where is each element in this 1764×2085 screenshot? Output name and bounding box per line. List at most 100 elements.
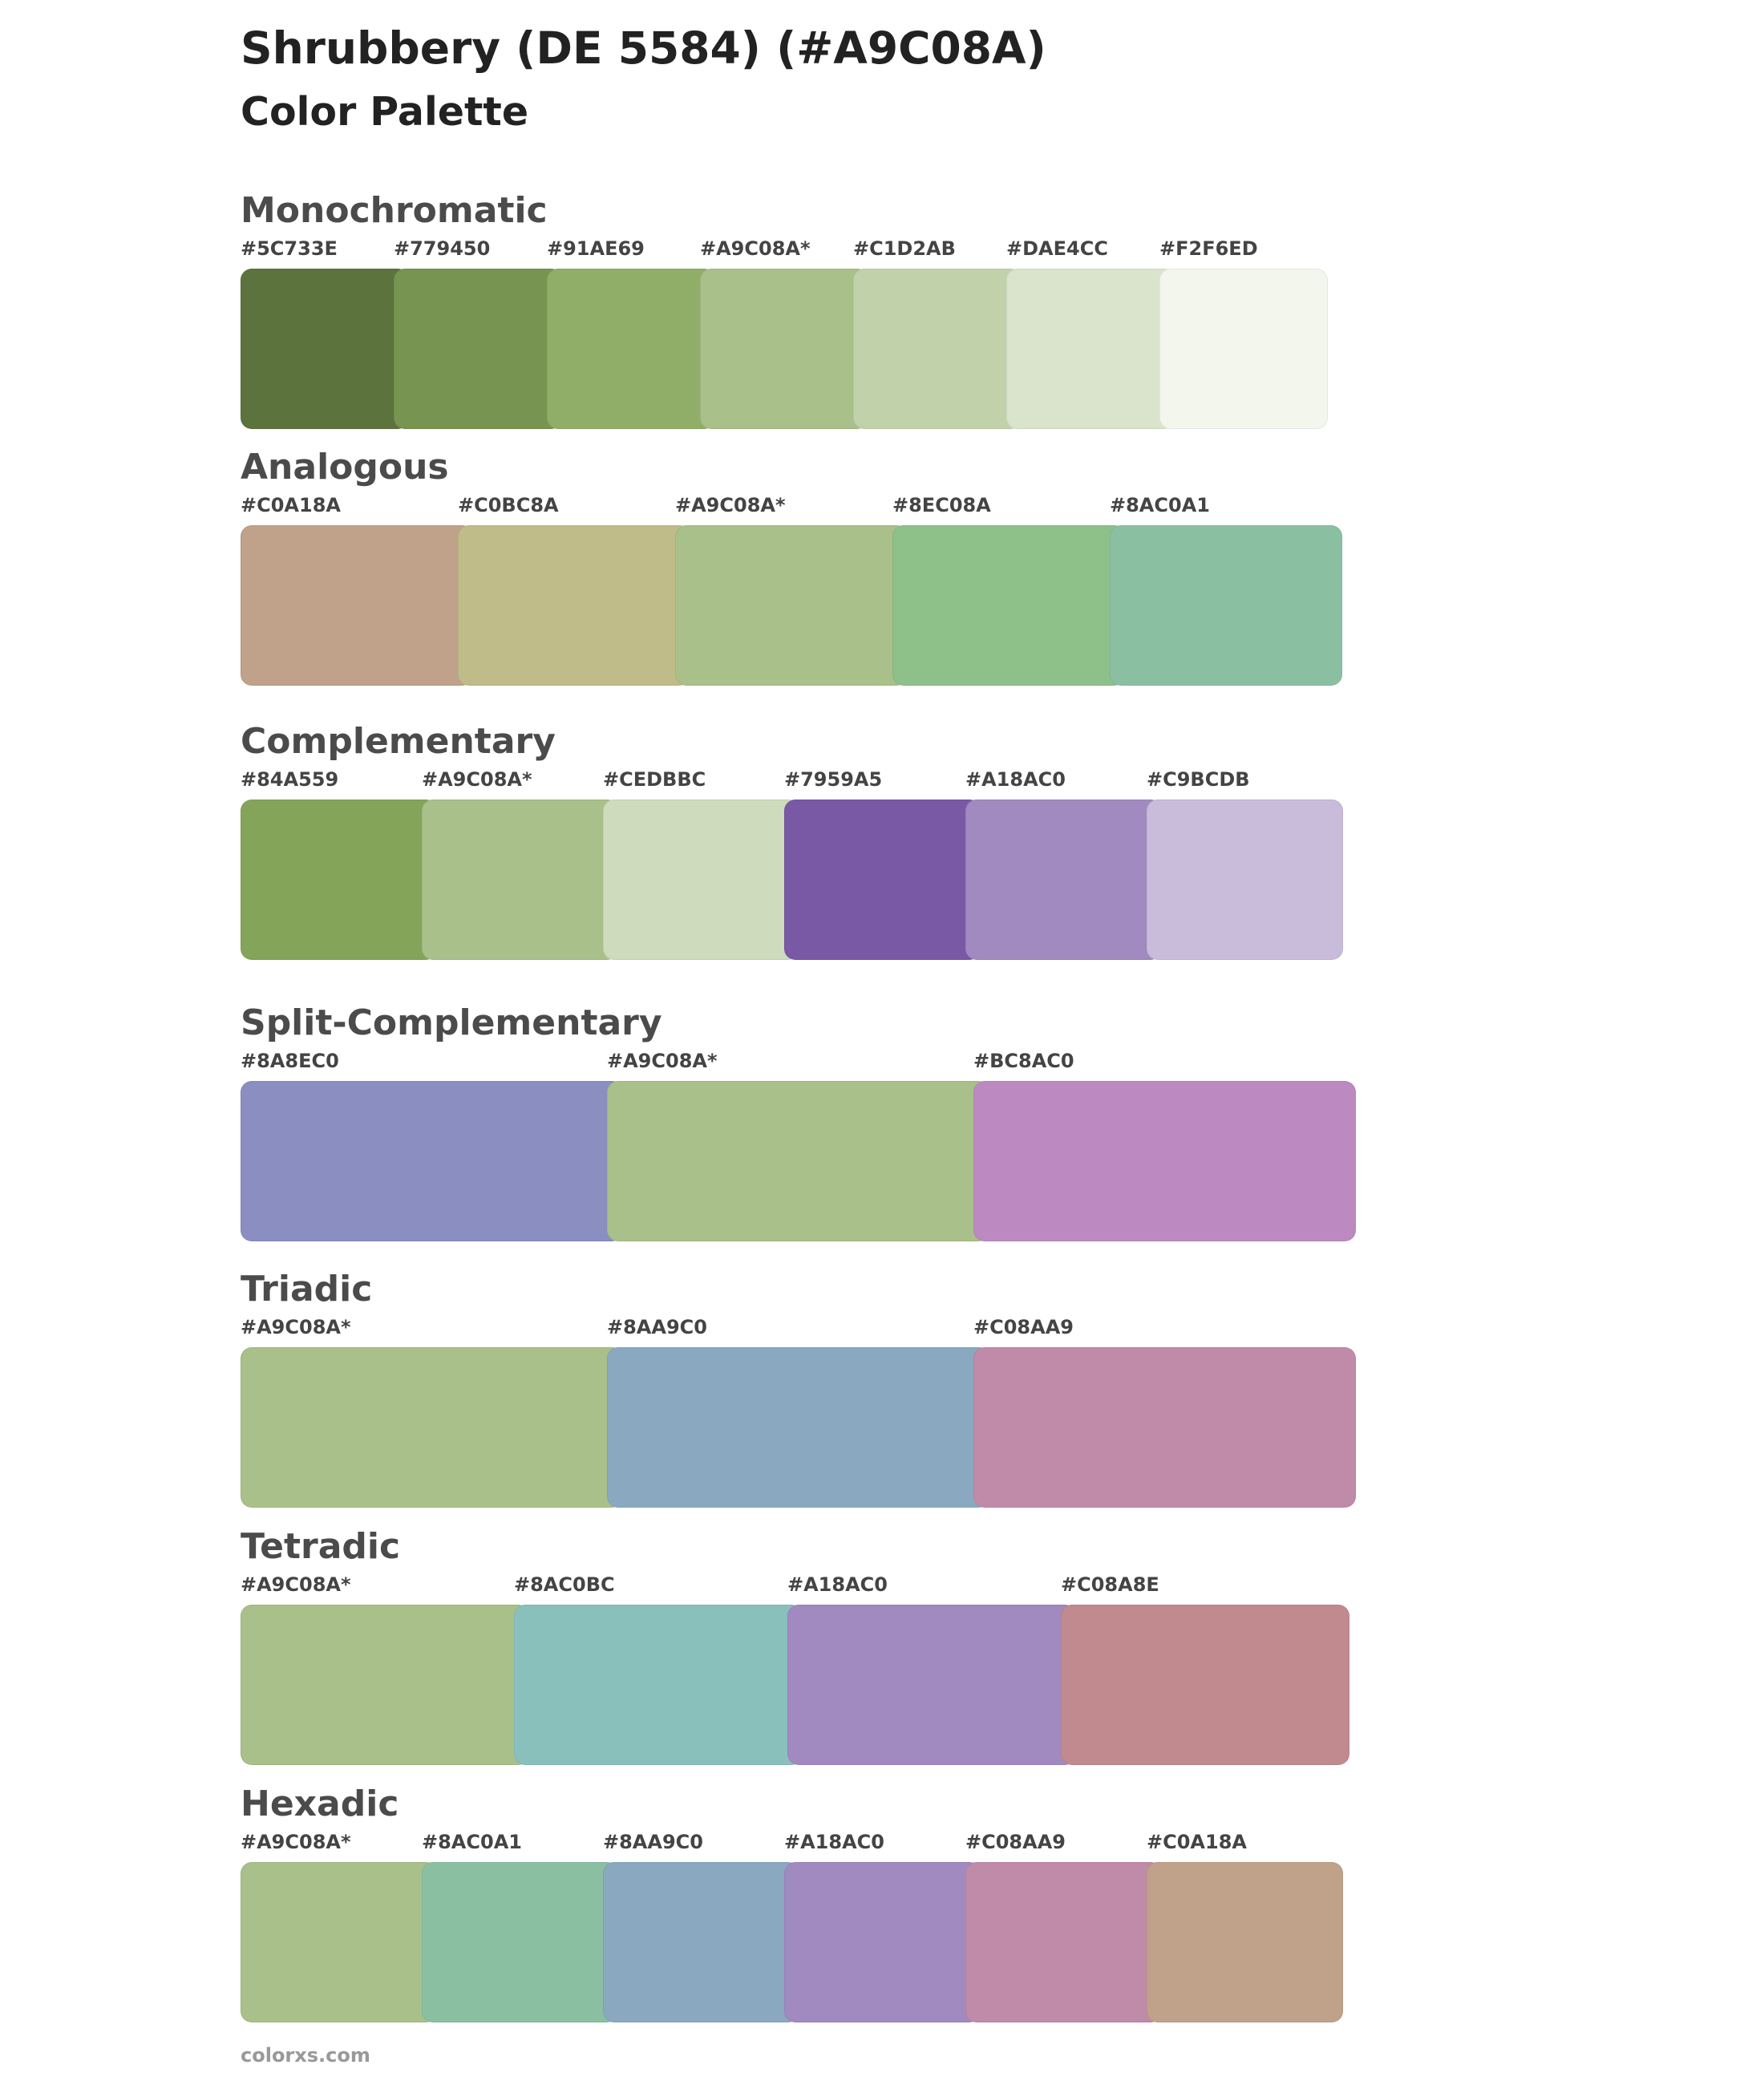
color-swatch[interactable]: #A9C08A* (700, 237, 868, 445)
swatch-hex-label: #C08AA9 (973, 1316, 1074, 1338)
color-swatch[interactable]: #91AE69 (547, 237, 715, 445)
swatch-color-block[interactable] (1159, 269, 1328, 429)
swatch-hex-label: #8AC0A1 (422, 1831, 522, 1853)
color-swatch[interactable]: #A9C08A* (607, 1049, 989, 1257)
color-swatch[interactable]: #C0A18A (241, 493, 473, 702)
section-title: Triadic (241, 1269, 373, 1310)
swatch-color-block[interactable] (458, 525, 690, 686)
swatch-color-block[interactable] (547, 269, 715, 429)
swatch-hex-label: #A9C08A* (241, 1831, 351, 1853)
swatch-color-block[interactable] (241, 1347, 623, 1508)
swatch-hex-label: #CEDBBC (603, 768, 706, 791)
swatch-hex-label: #C08A8E (1061, 1573, 1159, 1596)
swatch-color-block[interactable] (241, 1605, 529, 1765)
swatch-color-block[interactable] (784, 800, 981, 960)
swatch-hex-label: #C0BC8A (458, 494, 559, 516)
swatch-hex-label: #BC8AC0 (973, 1050, 1074, 1072)
color-swatch[interactable]: #8AA9C0 (607, 1315, 989, 1524)
section-title: Monochromatic (241, 190, 548, 231)
color-swatch[interactable]: #C08AA9 (965, 1830, 1162, 2038)
color-swatch[interactable]: #DAE4CC (1006, 237, 1175, 445)
color-swatch[interactable]: #CEDBBC (603, 767, 799, 976)
swatch-color-block[interactable] (700, 269, 868, 429)
color-swatch[interactable]: #BC8AC0 (973, 1049, 1356, 1257)
color-swatch[interactable]: #A9C08A* (241, 1573, 529, 1781)
swatch-hex-label: #8AA9C0 (603, 1831, 703, 1853)
color-swatch[interactable]: #C0A18A (1147, 1830, 1343, 2038)
swatch-color-block[interactable] (675, 525, 908, 686)
color-swatch[interactable]: #C1D2AB (853, 237, 1022, 445)
color-swatch[interactable]: #C0BC8A (458, 493, 690, 702)
swatch-color-block[interactable] (973, 1347, 1356, 1508)
swatch-color-block[interactable] (965, 800, 1162, 960)
swatch-hex-label: #A18AC0 (787, 1573, 888, 1596)
swatch-color-block[interactable] (241, 1081, 623, 1241)
swatch-color-block[interactable] (603, 1862, 799, 2022)
swatch-color-block[interactable] (607, 1347, 989, 1508)
swatch-color-block[interactable] (241, 800, 437, 960)
swatch-hex-label: #91AE69 (547, 237, 645, 260)
swatch-hex-label: #C0A18A (1147, 1831, 1247, 1853)
color-swatch[interactable]: #8EC08A (892, 493, 1125, 702)
color-swatch[interactable]: #8AC0A1 (422, 1830, 618, 2038)
swatch-color-block[interactable] (422, 800, 618, 960)
color-swatch[interactable]: #8A8EC0 (241, 1049, 623, 1257)
swatch-color-block[interactable] (787, 1605, 1076, 1765)
section-title: Split-Complementary (241, 1002, 662, 1043)
swatch-color-block[interactable] (1110, 525, 1342, 686)
section-title: Complementary (241, 721, 556, 762)
color-swatch[interactable]: #A18AC0 (784, 1830, 981, 2038)
swatch-color-block[interactable] (603, 800, 799, 960)
color-swatch[interactable]: #779450 (394, 237, 562, 445)
swatch-hex-label: #F2F6ED (1159, 237, 1258, 260)
color-swatch[interactable]: #C08A8E (1061, 1573, 1349, 1781)
swatch-color-block[interactable] (784, 1862, 981, 2022)
swatch-color-block[interactable] (241, 1862, 437, 2022)
swatch-color-block[interactable] (892, 525, 1125, 686)
swatch-color-block[interactable] (394, 269, 562, 429)
swatch-hex-label: #DAE4CC (1006, 237, 1108, 260)
swatch-color-block[interactable] (241, 269, 409, 429)
color-swatch[interactable]: #A18AC0 (787, 1573, 1076, 1781)
color-swatch[interactable]: #A9C08A* (675, 493, 908, 702)
swatch-hex-label: #A9C08A* (241, 1573, 351, 1596)
footer-site-link[interactable]: colorxs.com (241, 2044, 370, 2067)
swatch-hex-label: #8AC0A1 (1110, 494, 1210, 516)
swatch-color-block[interactable] (241, 525, 473, 686)
color-swatch[interactable]: #8AC0A1 (1110, 493, 1342, 702)
swatch-color-block[interactable] (973, 1081, 1356, 1241)
swatch-color-block[interactable] (607, 1081, 989, 1241)
swatch-hex-label: #8EC08A (892, 494, 991, 516)
swatch-hex-label: #84A559 (241, 768, 339, 791)
swatch-color-block[interactable] (1147, 800, 1343, 960)
color-swatch[interactable]: #8AC0BC (514, 1573, 803, 1781)
swatch-hex-label: #779450 (394, 237, 491, 260)
swatch-hex-label: #A9C08A* (241, 1316, 351, 1338)
color-swatch[interactable]: #84A559 (241, 767, 437, 976)
swatch-hex-label: #A9C08A* (675, 494, 786, 516)
swatch-hex-label: #C9BCDB (1147, 768, 1250, 791)
color-swatch[interactable]: #A9C08A* (241, 1315, 623, 1524)
swatch-hex-label: #8AA9C0 (607, 1316, 707, 1338)
swatch-hex-label: #8AC0BC (514, 1573, 615, 1596)
swatch-color-block[interactable] (1061, 1605, 1349, 1765)
swatch-color-block[interactable] (853, 269, 1022, 429)
color-swatch[interactable]: #7959A5 (784, 767, 981, 976)
swatch-hex-label: #A9C08A* (700, 237, 811, 260)
swatch-color-block[interactable] (422, 1862, 618, 2022)
color-swatch[interactable]: #5C733E (241, 237, 409, 445)
swatch-hex-label: #C08AA9 (965, 1831, 1066, 1853)
color-swatch[interactable]: #A18AC0 (965, 767, 1162, 976)
swatch-hex-label: #A18AC0 (965, 768, 1066, 791)
color-swatch[interactable]: #8AA9C0 (603, 1830, 799, 2038)
color-swatch[interactable]: #A9C08A* (422, 767, 618, 976)
swatch-hex-label: #7959A5 (784, 768, 883, 791)
color-swatch[interactable]: #C08AA9 (973, 1315, 1356, 1524)
swatch-color-block[interactable] (965, 1862, 1162, 2022)
color-swatch[interactable]: #C9BCDB (1147, 767, 1343, 976)
swatch-color-block[interactable] (1006, 269, 1175, 429)
color-swatch[interactable]: #A9C08A* (241, 1830, 437, 2038)
swatch-color-block[interactable] (514, 1605, 803, 1765)
color-swatch[interactable]: #F2F6ED (1159, 237, 1328, 445)
swatch-color-block[interactable] (1147, 1862, 1343, 2022)
